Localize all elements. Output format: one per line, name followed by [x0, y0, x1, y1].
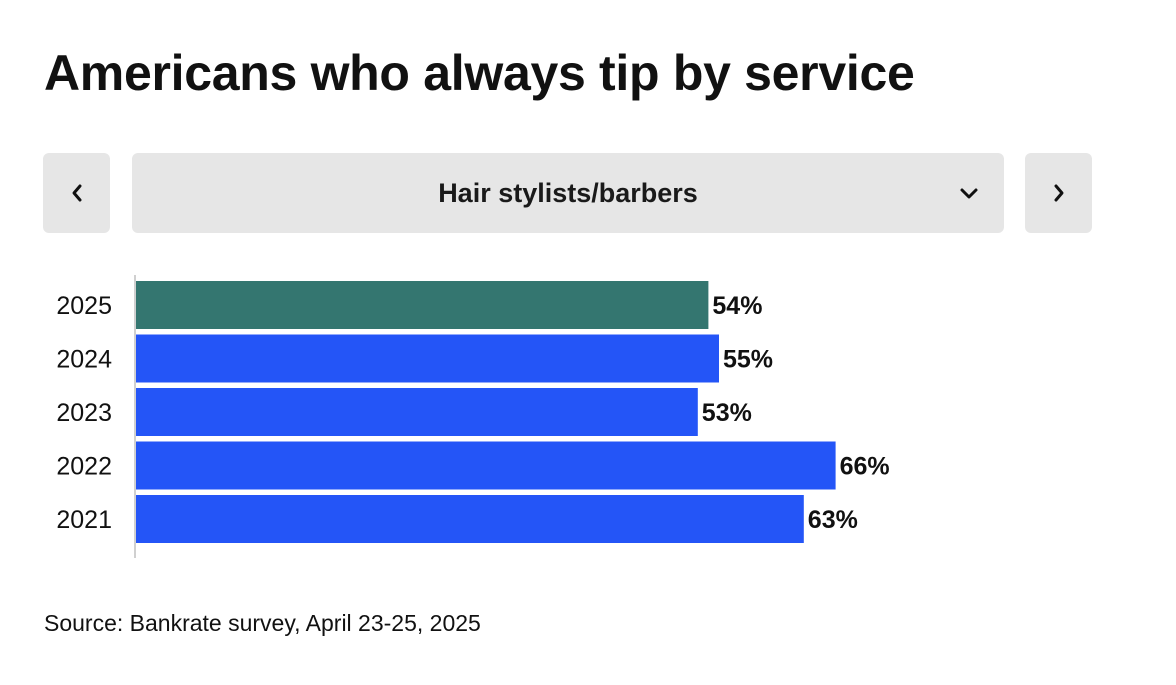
data-label: 66%	[840, 453, 890, 481]
y-tick-label: 2022	[56, 453, 112, 481]
y-tick-label: 2023	[56, 399, 112, 427]
chart-title: Americans who always tip by service	[44, 45, 915, 101]
service-dropdown[interactable]: Hair stylists/barbers	[132, 153, 1004, 233]
chevron-down-icon	[960, 188, 978, 199]
bar-2023	[136, 388, 698, 436]
chevron-left-icon	[72, 184, 81, 202]
bar-2025	[136, 281, 709, 329]
y-tick-label: 2025	[56, 292, 112, 320]
bar-chart: 2025 54% 2024 55% 2023 53% 2022 66% 2021 63%	[56, 275, 890, 558]
y-tick-label: 2024	[56, 346, 112, 374]
data-label: 55%	[723, 346, 773, 374]
bar-2022	[136, 441, 836, 490]
source-note: Source: Bankrate survey, April 23-25, 20…	[44, 610, 481, 636]
data-label: 53%	[702, 399, 752, 427]
y-tick-label: 2021	[56, 506, 112, 534]
service-dropdown-label: Hair stylists/barbers	[438, 178, 698, 208]
previous-button[interactable]	[43, 153, 110, 233]
bar-2021	[136, 495, 804, 543]
next-button[interactable]	[1025, 153, 1092, 233]
data-label: 63%	[808, 506, 858, 534]
data-label: 54%	[712, 292, 762, 320]
chevron-right-icon	[1054, 184, 1063, 202]
bar-2024	[136, 334, 719, 383]
